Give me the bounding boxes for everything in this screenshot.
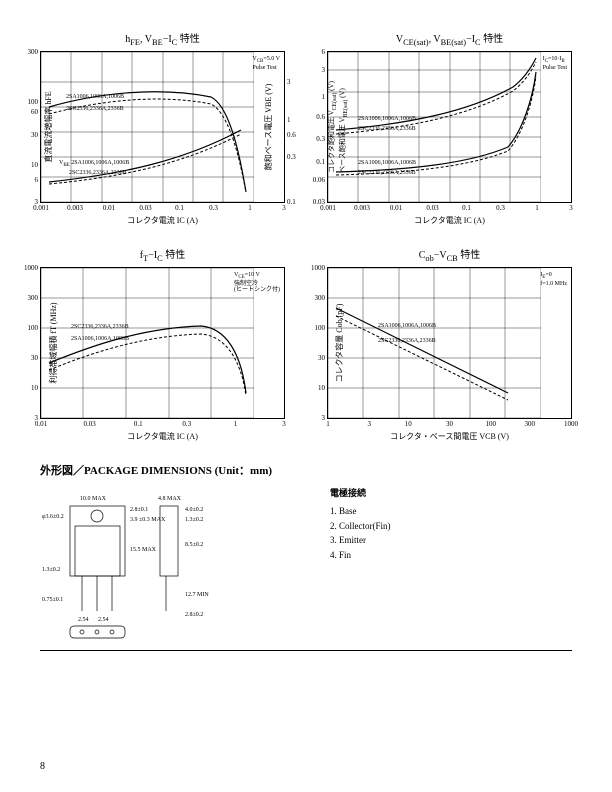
curve-label: 2SC2336,2336A,2336B <box>378 338 436 345</box>
curve-label: 2SA1006,1006A,1006B <box>71 336 129 343</box>
curve-label: VBE 2SA1006,1006A,1006B <box>59 160 129 169</box>
y-axis-label-left: 直流電流増幅率 hFE <box>43 91 54 162</box>
pin-item: 4. Fin <box>330 548 391 562</box>
dim-label: 1.3±0.2 <box>185 517 203 523</box>
curve-label: 2SA1006,1006A,1006B <box>66 94 124 101</box>
dim-label: 10.0 MAX <box>80 496 107 502</box>
x-axis-label: コレクタ電流 IC (A) <box>40 431 285 442</box>
curve-label: 2SA1006,1006A,1006B <box>358 116 416 123</box>
chart-title: Cob−VCB 特性 <box>327 246 572 263</box>
chart-vcesat-vbesat-ic: VCE(sat), VBE(sat)−IC 特性 コレクタ飽和電圧 VCE(sa… <box>327 30 572 226</box>
y-axis-label: コレクタ容量 Cob (pF) <box>334 304 345 383</box>
dim-label: 2.54 <box>78 617 89 623</box>
footer-rule <box>40 650 572 651</box>
dim-label: 2.8±0.1 <box>130 507 148 513</box>
dim-label: 15.5 MAX <box>130 547 157 553</box>
chart-hfe-vbe-ic: hFE, VBE−IC 特性 直流電流増幅率 hFE 飽和ベース電圧 VBE (… <box>40 30 285 226</box>
chart-condition: VCB=5.0 VPulse Test <box>252 56 280 71</box>
pin-item: 2. Collector(Fin) <box>330 519 391 533</box>
chart-svg <box>41 52 254 202</box>
y-axis-label: 利得帯域幅積 fT (MHz) <box>48 302 59 383</box>
dim-label: 1.3±0.2 <box>42 567 60 573</box>
pin-assignment: 電極接続 1. Base 2. Collector(Fin) 3. Emitte… <box>330 486 391 646</box>
pin-item: 1. Base <box>330 504 391 518</box>
dim-label: φ3.6±0.2 <box>42 514 64 520</box>
package-drawing: 10.0 MAX φ3.6±0.2 2.8±0.1 3.9 ±0.3 MAX 1… <box>40 486 300 646</box>
dim-label: 2.54 <box>98 617 109 623</box>
dim-label: 8.5±0.2 <box>185 542 203 548</box>
curve-label: 2SA1006,1006A,1006B <box>358 160 416 167</box>
chart-title: VCE(sat), VBE(sat)−IC 特性 <box>327 30 572 47</box>
dim-label: 4.0±0.2 <box>185 507 203 513</box>
x-axis-label: コレクタ・ベース間電圧 VCB (V) <box>327 431 572 442</box>
dim-label: 0.75±0.1 <box>42 597 63 603</box>
y-axis-label-right: 飽和ベース電圧 VBE (V) <box>263 84 274 171</box>
package-heading: 外形図／PACKAGE DIMENSIONS (Unit：mm) <box>40 462 572 478</box>
chart-condition: IE=0f=1.0 MHz <box>540 272 567 287</box>
page-number: 8 <box>40 761 45 772</box>
curve-label: 2SC2336,2336A,2336B <box>71 324 129 331</box>
curve-label: 2SC2336,2336A,2336B <box>69 170 127 177</box>
pin-item: 3. Emitter <box>330 533 391 547</box>
chart-svg <box>41 268 254 418</box>
dim-label: 4.8 MAX <box>158 496 182 502</box>
chart-title: hFE, VBE−IC 特性 <box>40 30 285 47</box>
curve-label: 2SC2336,2336A,2336B <box>66 106 124 113</box>
dim-label: 3.9 ±0.3 MAX <box>130 517 166 523</box>
y-axis-label: コレクタ飽和電圧 VCE(sat) (V)ベース飽和電圧 VBE(sat) (V… <box>327 81 350 173</box>
dim-label: 2.8±0.2 <box>185 612 203 618</box>
curve-label: 2SC2336,2336A,2336B <box>358 170 416 177</box>
chart-title: fT−IC 特性 <box>40 246 285 263</box>
chart-condition: VCE=10 V強制空冷(ヒートシンク付) <box>234 272 280 294</box>
x-axis-label: コレクタ電流 IC (A) <box>327 215 572 226</box>
dim-label: 12.7 MIN <box>185 592 209 598</box>
curve-label: 2SA1006,1006A,1006B <box>378 323 436 330</box>
x-axis-label: コレクタ電流 IC (A) <box>40 215 285 226</box>
chart-ft-ic: fT−IC 特性 利得帯域幅積 fT (MHz) VCE=10 V強制空冷(ヒー… <box>40 246 285 442</box>
pin-heading: 電極接続 <box>330 486 391 500</box>
chart-cob-vcb: Cob−VCB 特性 コレクタ容量 Cob (pF) IE=0f=1.0 MHz… <box>327 246 572 442</box>
curve-label: 2SC2336,2336A,2336B <box>358 126 416 133</box>
chart-condition: IC=10·IBPulse Test <box>543 56 567 71</box>
